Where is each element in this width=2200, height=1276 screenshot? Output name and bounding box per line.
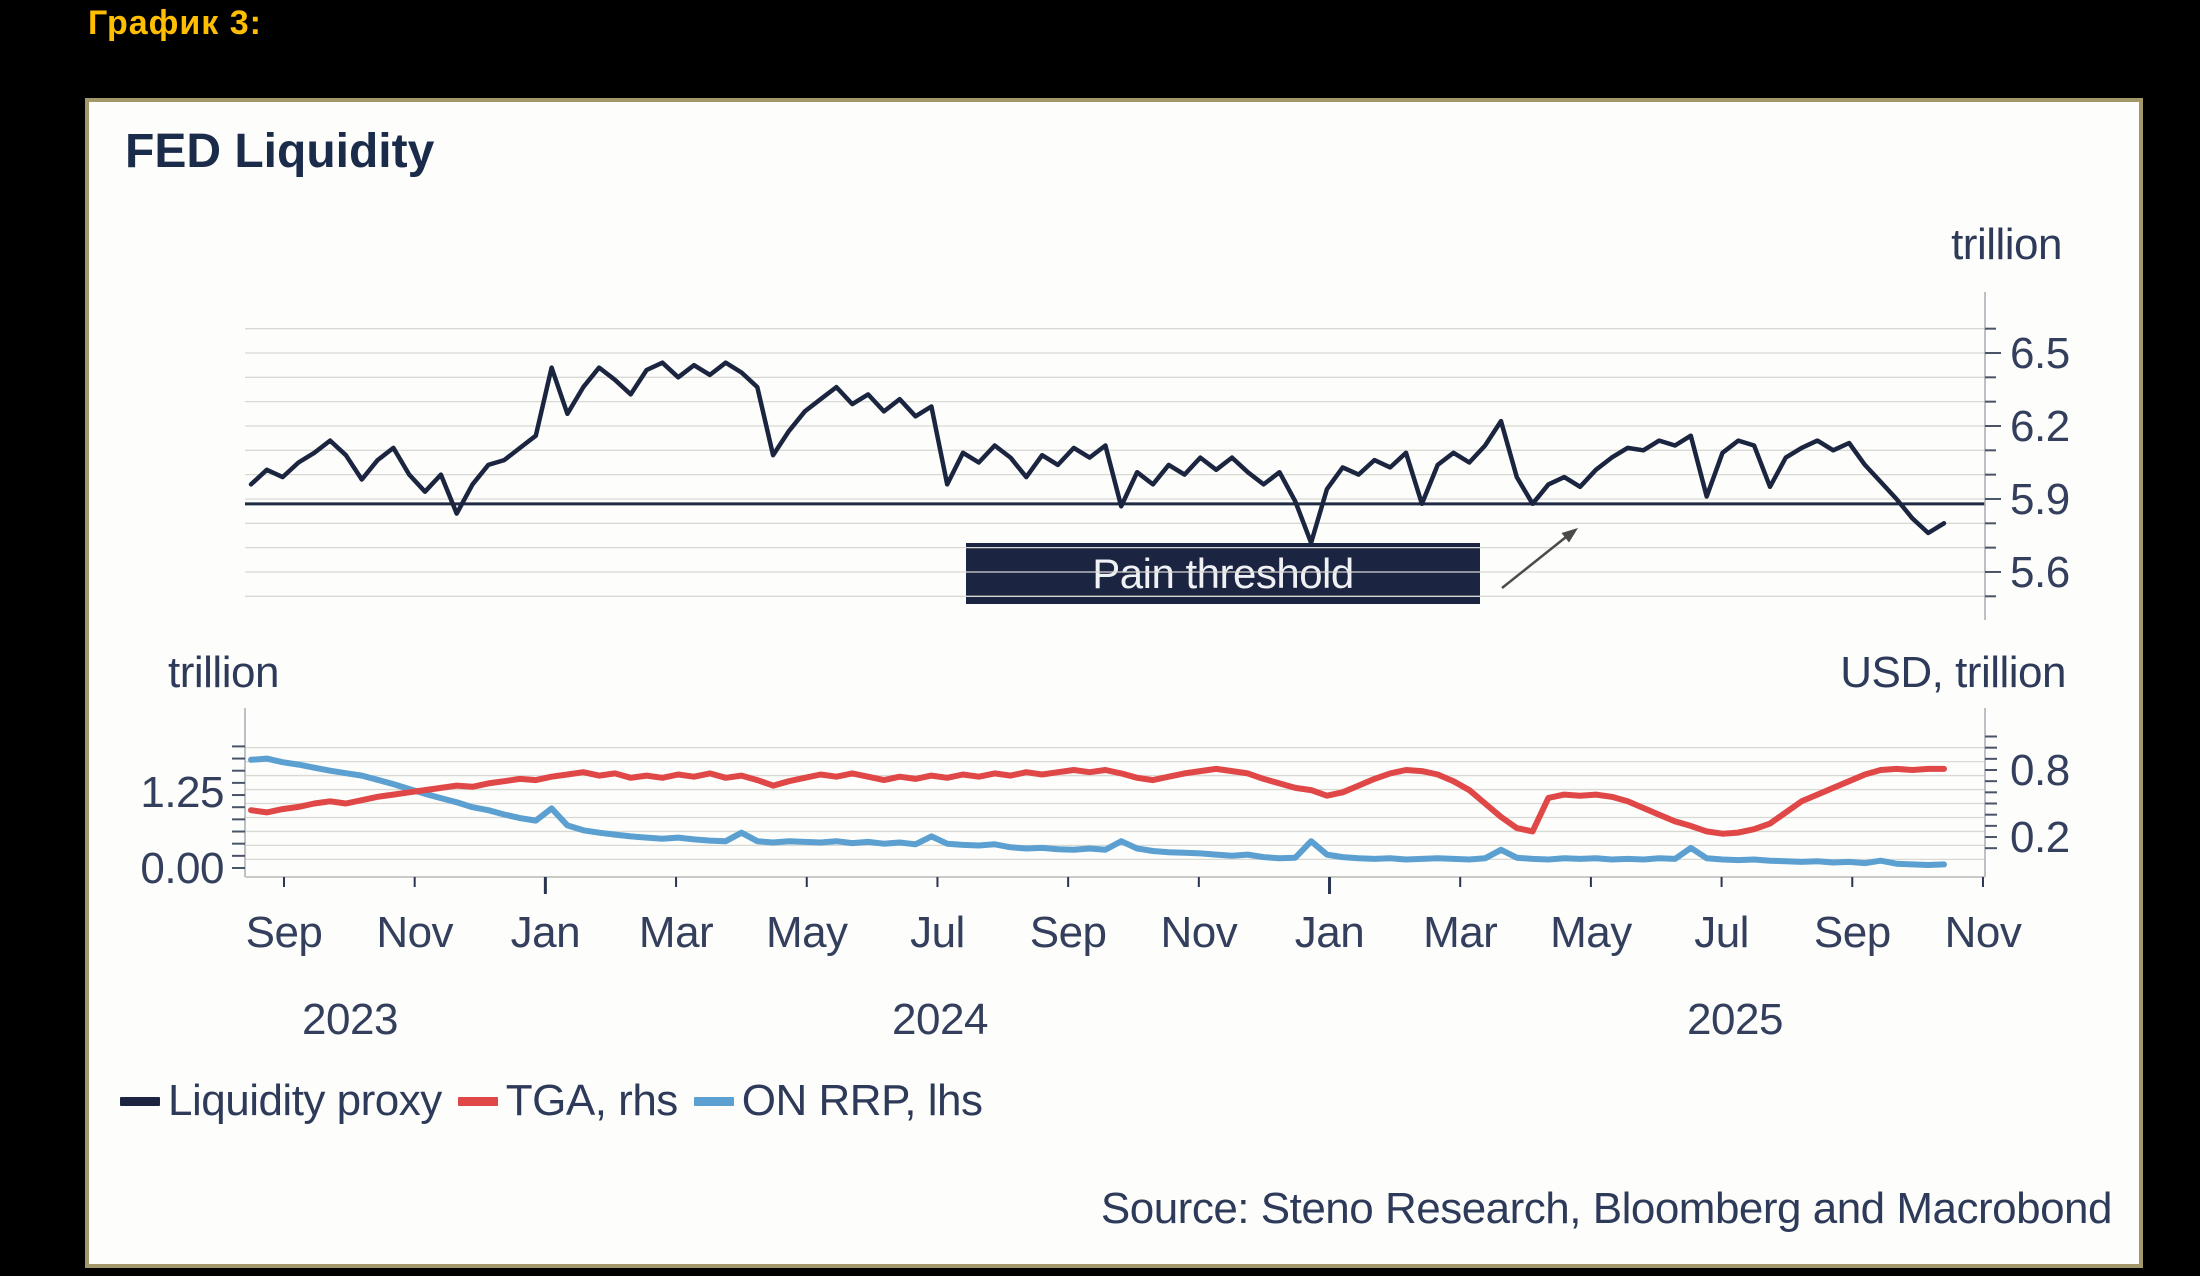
page-heading: График 3: [88,4,262,43]
on-rrp-swatch-icon [694,1097,734,1106]
chart-title: FED Liquidity [125,124,434,179]
legend-label: Liquidity proxy [168,1076,442,1126]
screenshot-canvas: { "page": { "heading": "График 3:" }, "p… [0,0,2200,1276]
lower-right-axis-title: USD, trillion [1840,648,2066,698]
legend-item-liquidity-proxy: Liquidity proxy [120,1076,442,1126]
liquidity-proxy-swatch-icon [120,1097,160,1106]
lower-left-axis-title: trillion [168,648,279,698]
legend: Liquidity proxy TGA, rhs ON RRP, lhs [120,1076,982,1126]
source-attribution: Source: Steno Research, Bloomberg and Ma… [1101,1184,2112,1234]
legend-label: TGA, rhs [506,1076,678,1126]
legend-item-on-rrp: ON RRP, lhs [694,1076,983,1126]
legend-item-tga: TGA, rhs [458,1076,678,1126]
upper-right-axis-title: trillion [1951,220,2062,270]
pain-threshold-callout: Pain threshold [966,543,1480,604]
tga-swatch-icon [458,1097,498,1106]
pain-threshold-label: Pain threshold [1092,550,1354,598]
legend-label: ON RRP, lhs [742,1076,983,1126]
